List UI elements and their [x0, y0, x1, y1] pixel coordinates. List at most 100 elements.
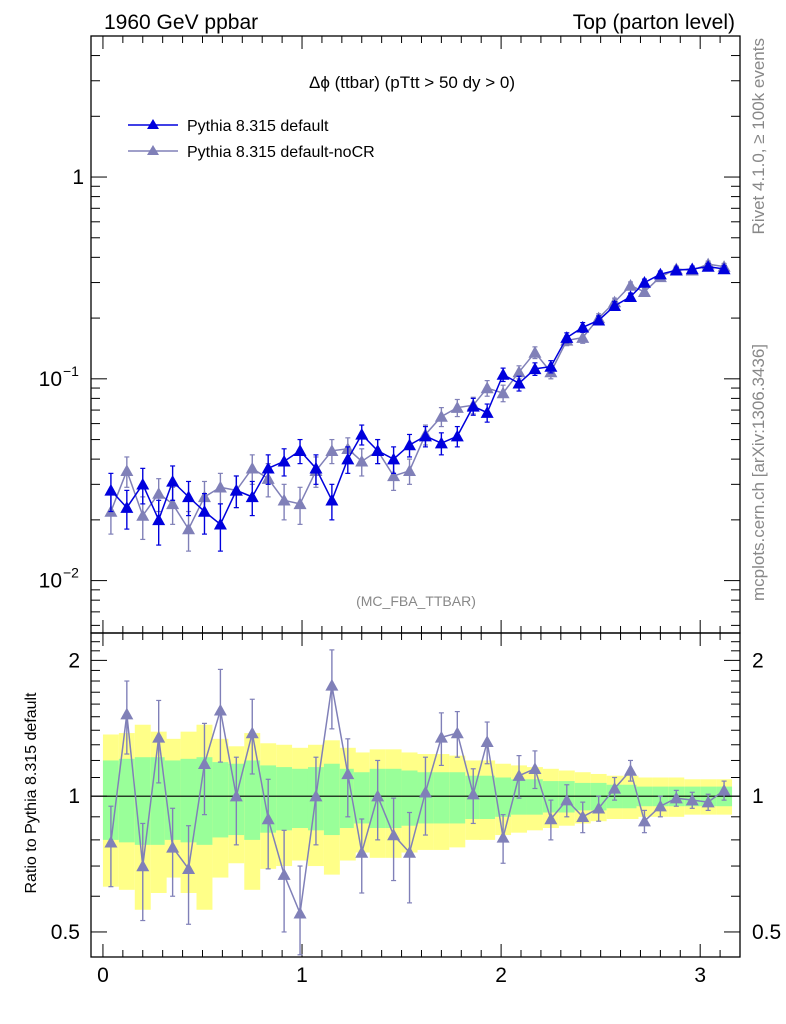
analysis-id: (MC_FBA_TTBAR): [356, 593, 476, 609]
ratio-nocr-point: [277, 868, 291, 880]
ratio-nocr-point: [624, 763, 638, 776]
ratio-nocr-point: [560, 793, 574, 806]
ratio-nocr-point: [544, 812, 558, 825]
default-point: [576, 320, 590, 333]
plot-title: Δϕ (ttbar) (pTtt > 50 dy > 0): [309, 73, 515, 92]
nocr-point: [528, 346, 542, 358]
header-left: 1960 GeV ppbar: [104, 11, 258, 34]
ratio-nocr-point: [136, 859, 150, 872]
band-inner-bin: [479, 775, 496, 819]
default-point: [403, 438, 417, 451]
ratio-nocr-point: [104, 835, 118, 848]
ratio-y-tick-label-right: 1: [752, 785, 764, 808]
default-point: [182, 490, 196, 503]
default-point: [261, 461, 275, 474]
nocr-point: [120, 464, 134, 477]
y-tick-exponent: −1: [63, 363, 79, 379]
ratio-nocr-point: [608, 781, 622, 794]
nocr-point: [152, 487, 166, 499]
ratio-nocr-point: [403, 846, 417, 858]
ratio-nocr-point: [197, 757, 211, 769]
ratio-plot: 0 1 2 3 2 2 1 1 0.5 0.5: [51, 620, 781, 987]
nocr-point: [512, 365, 526, 378]
default-point: [496, 368, 510, 380]
x-tick-label: 1: [296, 964, 308, 987]
ratio-nocr-point: [701, 795, 715, 808]
ratio-nocr-point: [371, 789, 385, 802]
default-point: [355, 427, 369, 440]
default-point: [608, 299, 622, 312]
band-inner-bin: [433, 772, 450, 824]
nocr-point: [355, 454, 369, 467]
default-point: [387, 452, 401, 465]
ratio-nocr-point: [182, 862, 196, 875]
x-tick-label: 0: [97, 964, 109, 987]
default-point: [480, 406, 494, 418]
nocr-point: [434, 410, 448, 422]
band-inner-bin: [323, 763, 340, 836]
ratio-nocr-point: [245, 726, 259, 739]
ratio-nocr-point: [434, 730, 448, 743]
nocr-point: [624, 279, 638, 291]
default-point: [245, 490, 259, 503]
nocr-point: [450, 401, 464, 413]
ratio-nocr-point: [213, 703, 227, 716]
band-inner-bin: [292, 768, 308, 829]
ratio-nocr-point: [528, 762, 542, 774]
ratio-nocr-point: [229, 789, 243, 802]
ratio-nocr-point: [653, 799, 667, 812]
nocr-point: [637, 285, 651, 297]
ratio-nocr-point: [341, 767, 355, 780]
ratio-nocr-point: [669, 791, 683, 804]
band-inner-bin: [353, 772, 370, 824]
ratio-ylabel: Ratio to Pythia 8.315 default: [23, 692, 40, 894]
ratio-nocr-point: [466, 787, 480, 800]
ratio-nocr-point: [418, 785, 432, 798]
ratio-nocr-point: [717, 783, 731, 796]
band-inner-bin: [180, 758, 197, 843]
ratio-y-tick-label-left: 0.5: [51, 921, 80, 944]
band-inner-bin: [212, 762, 229, 838]
default-point: [309, 461, 323, 474]
band-inner-bin: [495, 777, 512, 817]
band-inner-bin: [276, 767, 293, 831]
nocr-point: [403, 464, 417, 477]
y-tick-label: 1: [72, 166, 84, 189]
nocr-point: [166, 497, 180, 510]
ratio-nocr-point: [496, 830, 510, 843]
nocr-line: [110, 263, 725, 531]
default-point: [637, 276, 651, 288]
default-point: [418, 429, 432, 442]
ratio-y-tick-label-left: 2: [68, 649, 80, 672]
ratio-nocr-point: [480, 735, 494, 747]
band-inner-bin: [449, 772, 466, 824]
default-point: [293, 444, 307, 456]
legend: Pythia 8.315 default Pythia 8.315 defaul…: [128, 118, 375, 161]
default-point: [277, 454, 291, 467]
band-inner-bin: [244, 760, 261, 840]
ratio-nocr-point: [637, 814, 651, 827]
default-point: [701, 260, 715, 272]
default-point: [653, 267, 667, 280]
band-inner-bin: [401, 770, 418, 826]
nocr-point: [293, 497, 307, 510]
default-point: [197, 505, 211, 517]
legend-label-nocr: Pythia 8.315 default-noCR: [187, 144, 375, 161]
default-point: [229, 483, 243, 496]
nocr-point: [277, 493, 291, 506]
ratio-nocr-point: [355, 846, 369, 858]
y-tick-label: 10: [39, 368, 62, 391]
ratio-nocr-point: [152, 730, 166, 743]
ratio-nocr-line: [110, 685, 725, 917]
nocr-point: [213, 480, 227, 493]
nocr-point: [136, 509, 150, 521]
y-tick-exponent: −2: [63, 565, 79, 581]
x-tick-label: 2: [495, 964, 507, 987]
nocr-point: [182, 522, 196, 535]
default-point: [166, 474, 180, 487]
default-point: [544, 360, 558, 372]
default-point: [120, 501, 134, 513]
default-point: [434, 436, 448, 449]
default-point: [341, 452, 355, 465]
